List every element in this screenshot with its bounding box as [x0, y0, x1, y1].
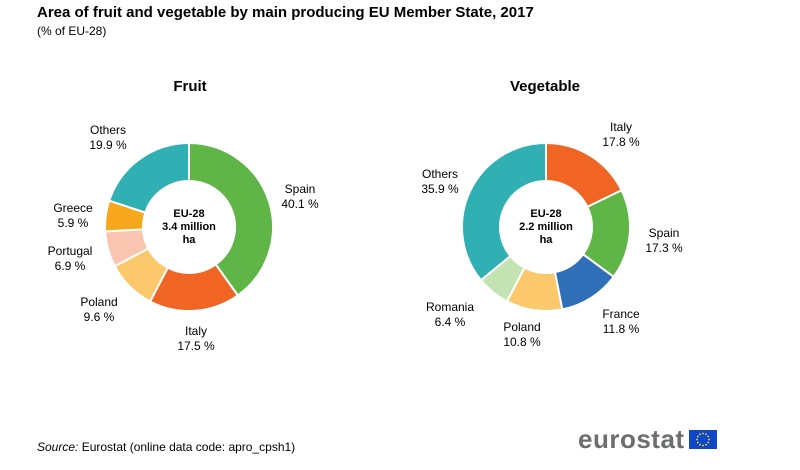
source-label: Source:: [37, 440, 79, 454]
vegetable-slice-others: [461, 141, 547, 282]
fruit-center-label-line: 3.4 million: [162, 221, 216, 233]
vegetable-center-label-line: 2.2 million: [519, 221, 573, 233]
fruit-value-greece: 5.9 %: [58, 216, 89, 230]
vegetable-label-spain: Spain: [649, 226, 680, 240]
vegetable-value-romania: 6.4 %: [435, 315, 466, 329]
fruit-label-poland: Poland: [80, 295, 117, 309]
flag-star: [704, 432, 707, 435]
fruit-value-spain: 40.1 %: [281, 197, 319, 211]
flag-star: [696, 441, 699, 443]
flag-star: [698, 443, 701, 446]
fruit-slice-others: [107, 141, 190, 214]
vegetable-label-romania: Romania: [426, 300, 474, 314]
fruit-label-spain: Spain: [285, 182, 316, 196]
vegetable-label-france: France: [602, 307, 640, 321]
fruit-chart-title: Fruit: [173, 78, 207, 95]
flag-star: [695, 438, 698, 440]
fruit-slice-spain: [188, 141, 274, 297]
fruit-center-label-line: ha: [183, 234, 197, 246]
page-title: Area of fruit and vegetable by main prod…: [37, 4, 534, 21]
vegetable-value-france: 11.8 %: [603, 322, 640, 336]
flag-star: [706, 435, 709, 437]
source-note: Source: Eurostat (online data code: apro…: [37, 440, 295, 454]
vegetable-value-italy: 17.8 %: [602, 135, 640, 149]
source-text: Eurostat (online data code: apro_cpsh1): [78, 440, 296, 454]
flag-star: [706, 441, 709, 443]
fruit-value-others: 19.9 %: [89, 138, 127, 152]
eurostat-logo: eurostat: [578, 424, 717, 454]
fruit-center-label-line: EU-28: [173, 208, 204, 220]
vegetable-center-label-line: EU-28: [530, 208, 561, 220]
vegetable-label-italy: Italy: [610, 120, 632, 134]
vegetable-center-label-line: ha: [540, 234, 554, 246]
fruit-label-greece: Greece: [53, 201, 93, 215]
vegetable-value-spain: 17.3 %: [645, 241, 683, 255]
vegetable-chart-title: Vegetable: [509, 78, 581, 95]
flag-star: [707, 438, 710, 440]
fruit-value-poland: 9.6 %: [84, 310, 115, 324]
vegetable-label-poland: Poland: [503, 320, 540, 334]
eurostat-logo-text: eurostat: [578, 423, 685, 454]
fruit-value-italy: 17.5 %: [177, 339, 215, 353]
flag-star: [701, 444, 704, 446]
flag-star: [696, 435, 699, 437]
vegetable-value-poland: 10.8 %: [503, 335, 541, 349]
page-subtitle: (% of EU-28): [37, 24, 107, 38]
vegetable-label-others: Others: [422, 167, 458, 181]
fruit-label-portugal: Portugal: [48, 244, 93, 258]
flag-star: [701, 432, 704, 434]
flag-star: [704, 443, 707, 446]
fruit-label-italy: Italy: [185, 324, 207, 338]
fruit-label-others: Others: [90, 123, 126, 137]
fruit-value-portugal: 6.9 %: [55, 259, 86, 273]
eu-flag-icon: [688, 429, 717, 449]
flag-star: [698, 432, 701, 435]
vegetable-value-others: 35.9 %: [421, 182, 459, 196]
